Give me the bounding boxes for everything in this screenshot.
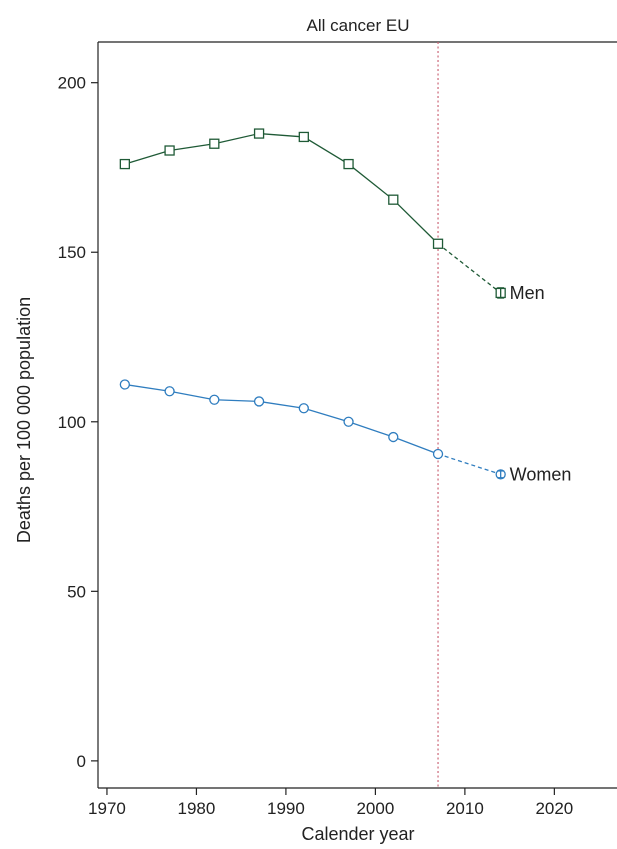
data-point-men: [298, 131, 309, 143]
y-tick-label: 50: [67, 582, 86, 601]
data-point-men: [164, 145, 175, 156]
data-point-women: [119, 379, 130, 390]
data-point-women: [388, 431, 399, 443]
data-point-women: [164, 386, 175, 397]
series-label-women: Women: [510, 464, 572, 484]
data-point-men: [209, 138, 220, 149]
data-point-men: [343, 158, 354, 170]
y-tick-label: 100: [58, 413, 86, 432]
x-tick-label: 2000: [356, 799, 394, 818]
x-tick-label: 2020: [535, 799, 573, 818]
prediction-line-women: [437, 453, 501, 475]
x-axis-label: Calender year: [301, 824, 414, 844]
series-line-women: [124, 383, 439, 455]
data-point-women: [209, 394, 220, 405]
data-point-women: [253, 396, 265, 407]
series-group: Men Women: [119, 128, 572, 484]
data-point-men: [388, 194, 399, 205]
data-point-men: [432, 238, 444, 249]
y-axis-label: Deaths per 100 000 population: [14, 297, 34, 543]
y-tick-label: 200: [58, 74, 86, 93]
x-tick-label: 1980: [178, 799, 216, 818]
x-tick-label: 1990: [267, 799, 305, 818]
chart-title: All cancer EU: [307, 16, 410, 35]
prediction-line-men: [437, 243, 502, 294]
axes: 0 50 100 150 200 1970 1980 1990 2000 2010 2020: [58, 41, 617, 818]
data-point-women: [343, 416, 354, 427]
series-label-men: Men: [510, 283, 545, 303]
data-point-women: [432, 448, 444, 460]
x-tick-label: 2010: [446, 799, 484, 818]
y-tick-label: 0: [77, 752, 86, 771]
data-point-men: [119, 158, 130, 170]
series-line-men: [124, 132, 439, 245]
x-tick-label: 1970: [88, 799, 126, 818]
y-tick-label: 150: [58, 243, 86, 262]
data-point-women: [298, 403, 309, 414]
data-point-men: [253, 128, 265, 139]
